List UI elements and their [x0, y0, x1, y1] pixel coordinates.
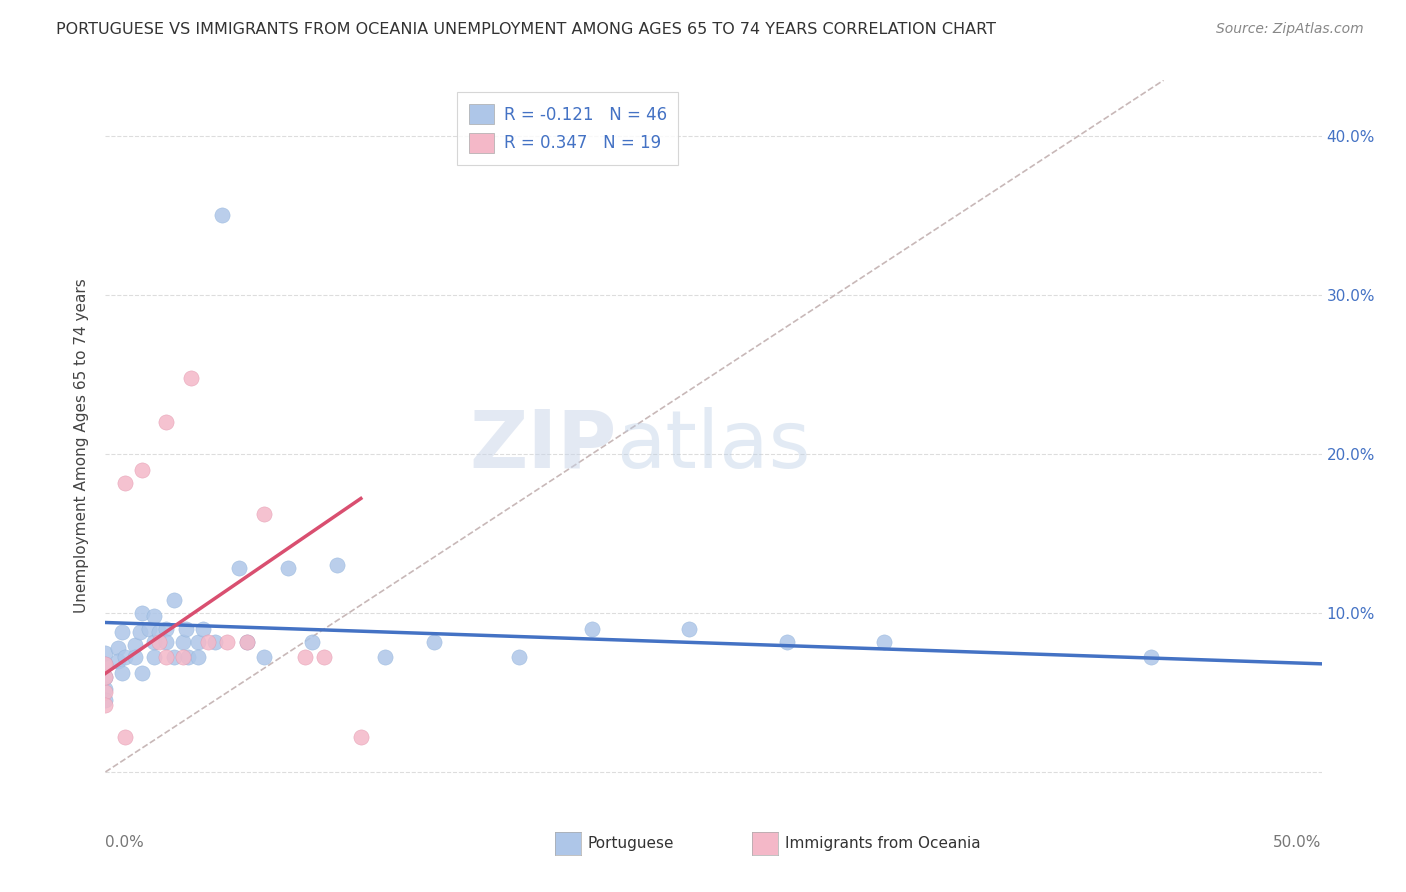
Point	[217, 634, 239, 648]
Point	[94, 657, 117, 671]
Point	[235, 634, 257, 648]
Point	[148, 634, 170, 648]
Point	[111, 666, 134, 681]
Point	[177, 650, 200, 665]
Point	[162, 593, 184, 607]
Point	[197, 634, 219, 648]
Text: 0.0%: 0.0%	[105, 836, 145, 850]
Point	[162, 650, 184, 665]
Point	[423, 634, 446, 648]
Point	[143, 650, 166, 665]
Point	[314, 650, 336, 665]
Point	[114, 730, 136, 744]
Point	[124, 650, 146, 665]
Point	[228, 561, 250, 575]
Point	[107, 654, 129, 668]
Point	[94, 646, 117, 660]
Point	[235, 634, 257, 648]
Point	[155, 622, 177, 636]
Point	[111, 625, 134, 640]
Point	[187, 650, 209, 665]
Text: Portuguese: Portuguese	[588, 836, 675, 851]
Point	[678, 622, 700, 636]
Point	[94, 693, 117, 707]
Text: Immigrants from Oceania: Immigrants from Oceania	[785, 836, 980, 851]
Point	[138, 622, 160, 636]
Point	[114, 650, 136, 665]
Legend: R = -0.121   N = 46, R = 0.347   N = 19: R = -0.121 N = 46, R = 0.347 N = 19	[457, 92, 678, 165]
Text: Source: ZipAtlas.com: Source: ZipAtlas.com	[1216, 22, 1364, 37]
Point	[131, 606, 153, 620]
Point	[131, 666, 153, 681]
Point	[1140, 650, 1163, 665]
Point	[131, 463, 153, 477]
Point	[94, 669, 117, 683]
Point	[581, 622, 603, 636]
Point	[94, 669, 117, 683]
Text: atlas: atlas	[616, 407, 811, 485]
Point	[94, 657, 117, 671]
Point	[107, 640, 129, 655]
Point	[325, 558, 347, 573]
Point	[252, 650, 274, 665]
Point	[187, 634, 209, 648]
Point	[277, 561, 299, 575]
Text: 50.0%: 50.0%	[1274, 836, 1322, 850]
Point	[211, 209, 233, 223]
Point	[174, 622, 197, 636]
Point	[94, 698, 117, 713]
Point	[124, 638, 146, 652]
Point	[191, 622, 214, 636]
Point	[180, 370, 202, 384]
Point	[155, 415, 177, 429]
Point	[172, 634, 194, 648]
Point	[128, 625, 150, 640]
Text: ZIP: ZIP	[470, 407, 616, 485]
Point	[204, 634, 226, 648]
Point	[114, 475, 136, 490]
Point	[94, 685, 117, 699]
Point	[775, 634, 797, 648]
Point	[350, 730, 373, 744]
Point	[94, 682, 117, 697]
Text: PORTUGUESE VS IMMIGRANTS FROM OCEANIA UNEMPLOYMENT AMONG AGES 65 TO 74 YEARS COR: PORTUGUESE VS IMMIGRANTS FROM OCEANIA UN…	[56, 22, 997, 37]
Point	[155, 650, 177, 665]
Point	[873, 634, 896, 648]
Point	[155, 634, 177, 648]
Point	[252, 508, 274, 522]
Point	[143, 609, 166, 624]
Point	[508, 650, 530, 665]
Point	[143, 634, 166, 648]
Point	[148, 625, 170, 640]
Y-axis label: Unemployment Among Ages 65 to 74 years: Unemployment Among Ages 65 to 74 years	[75, 278, 90, 614]
Point	[301, 634, 323, 648]
Point	[374, 650, 396, 665]
Point	[294, 650, 316, 665]
Point	[172, 650, 194, 665]
